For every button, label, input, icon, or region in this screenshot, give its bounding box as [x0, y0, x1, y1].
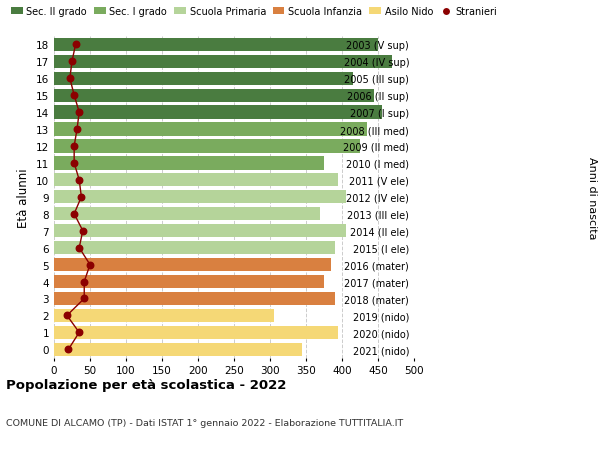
Point — [65, 75, 74, 83]
Bar — [54, 343, 302, 356]
Point — [70, 211, 79, 218]
Bar — [54, 73, 353, 85]
Point — [79, 295, 89, 302]
Point — [70, 160, 79, 167]
Point — [74, 177, 84, 184]
Point — [70, 92, 79, 100]
Bar — [54, 224, 346, 238]
Point — [67, 58, 77, 66]
Y-axis label: Età alunni: Età alunni — [17, 168, 31, 227]
Text: Popolazione per età scolastica - 2022: Popolazione per età scolastica - 2022 — [6, 379, 286, 392]
Point — [74, 329, 84, 336]
Bar — [54, 275, 324, 289]
Point — [79, 278, 89, 285]
Legend: Sec. II grado, Sec. I grado, Scuola Primaria, Scuola Infanzia, Asilo Nido, Stran: Sec. II grado, Sec. I grado, Scuola Prim… — [11, 7, 497, 17]
Bar — [54, 292, 335, 305]
Bar — [54, 191, 346, 204]
Point — [64, 346, 73, 353]
Bar — [54, 157, 324, 170]
Point — [70, 143, 79, 150]
Point — [72, 126, 82, 134]
Bar — [54, 140, 360, 153]
Bar — [54, 326, 338, 339]
Bar — [54, 309, 274, 322]
Point — [85, 261, 95, 269]
Bar — [54, 39, 378, 52]
Text: Anni di nascita: Anni di nascita — [587, 156, 597, 239]
Point — [74, 245, 84, 252]
Bar — [54, 258, 331, 272]
Bar — [54, 174, 338, 187]
Bar — [54, 56, 392, 69]
Bar — [54, 90, 374, 102]
Point — [71, 41, 80, 49]
Bar — [54, 241, 335, 255]
Text: COMUNE DI ALCAMO (TP) - Dati ISTAT 1° gennaio 2022 - Elaborazione TUTTITALIA.IT: COMUNE DI ALCAMO (TP) - Dati ISTAT 1° ge… — [6, 418, 403, 427]
Bar — [54, 106, 382, 119]
Point — [77, 194, 86, 201]
Point — [78, 228, 88, 235]
Bar — [54, 123, 367, 136]
Bar — [54, 207, 320, 221]
Point — [74, 109, 84, 117]
Point — [62, 312, 72, 319]
